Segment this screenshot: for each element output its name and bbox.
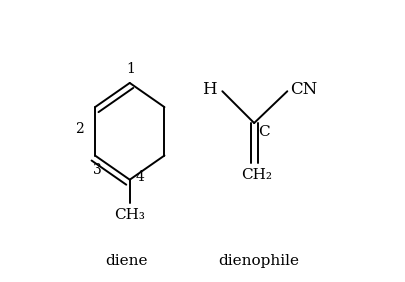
Text: CH₃: CH₃	[114, 208, 145, 222]
Text: CH₂: CH₂	[241, 168, 272, 182]
Text: CN: CN	[289, 81, 317, 98]
Text: H: H	[201, 81, 216, 98]
Text: 2: 2	[75, 122, 84, 136]
Text: C: C	[257, 125, 269, 139]
Text: 3: 3	[92, 163, 101, 177]
Text: 4: 4	[136, 170, 144, 184]
Text: 1: 1	[126, 62, 135, 76]
Text: diene: diene	[105, 254, 148, 268]
Text: dienophile: dienophile	[217, 254, 298, 268]
